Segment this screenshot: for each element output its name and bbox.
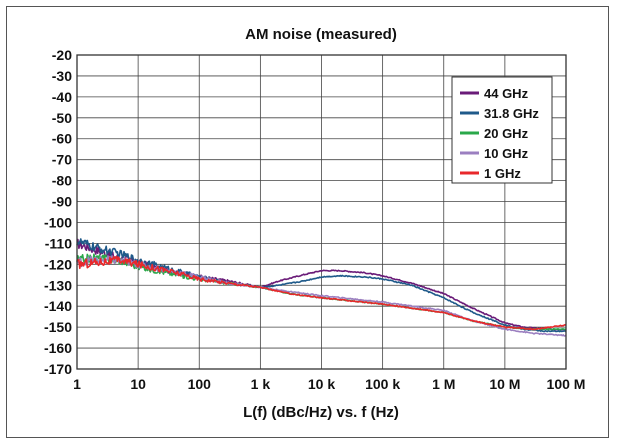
y-tick-label: -40 [52, 89, 72, 105]
y-tick-label: -110 [45, 235, 72, 251]
y-tick-label: -120 [44, 256, 72, 272]
x-tick-label: 100 M [547, 376, 586, 392]
y-tick-labels: -20 -30 -40 -50 -60 -70 -80 -90 -100 -110 -120 -130… [44, 47, 72, 377]
x-tick-label: 10 [130, 376, 146, 392]
plot-border [76, 54, 567, 370]
chart-frame: AM noise (measured) -20 -30 -40 -50 -60 -70 -8… [6, 6, 609, 438]
x-tick-label: 100 k [365, 376, 400, 392]
am-noise-chart: AM noise (measured) -20 -30 -40 -50 -60 -70 -8… [44, 26, 585, 421]
x-tick-label: 1 k [251, 376, 271, 392]
y-tick-label: -100 [44, 214, 72, 230]
x-tick-label: 1 [73, 376, 81, 392]
y-tick-label: -80 [52, 173, 72, 189]
y-tick-label: -140 [44, 298, 72, 314]
x-tick-label: 1 M [432, 376, 455, 392]
y-tick-label: -130 [44, 277, 72, 293]
y-tick-label: -70 [52, 152, 72, 168]
legend-box [451, 76, 553, 184]
x-tick-label: 10 M [489, 376, 520, 392]
x-tick-label: 10 k [308, 376, 335, 392]
y-tick-label: -90 [52, 194, 72, 210]
series-lines [76, 238, 567, 337]
x-tick-labels: 1 10 100 1 k 10 k 100 k 1 M 10 M 100 M [73, 376, 585, 392]
x-tick-label: 100 [188, 376, 212, 392]
y-tick-label: -30 [52, 68, 72, 84]
legend-label: 44 GHz [484, 86, 529, 101]
x-axis-label: L(f) (dBc/Hz) vs. f (Hz) [243, 404, 399, 421]
y-tick-label: -160 [44, 340, 72, 356]
legend-label: 31.8 GHz [484, 106, 539, 121]
legend-label: 1 GHz [484, 166, 521, 181]
legend-label: 20 GHz [484, 126, 529, 141]
series-line-1-ghz [76, 255, 567, 331]
y-tick-label: -20 [52, 47, 72, 63]
legend: 44 GHz 31.8 GHz 20 GHz 10 GHz 1 GHz [451, 76, 553, 184]
y-tick-label: -150 [44, 319, 72, 335]
y-tick-label: -60 [52, 131, 72, 147]
chart-title: AM noise (measured) [245, 26, 397, 43]
y-tick-label: -170 [44, 361, 72, 377]
legend-label: 10 GHz [484, 146, 529, 161]
y-tick-label: -50 [52, 110, 72, 126]
